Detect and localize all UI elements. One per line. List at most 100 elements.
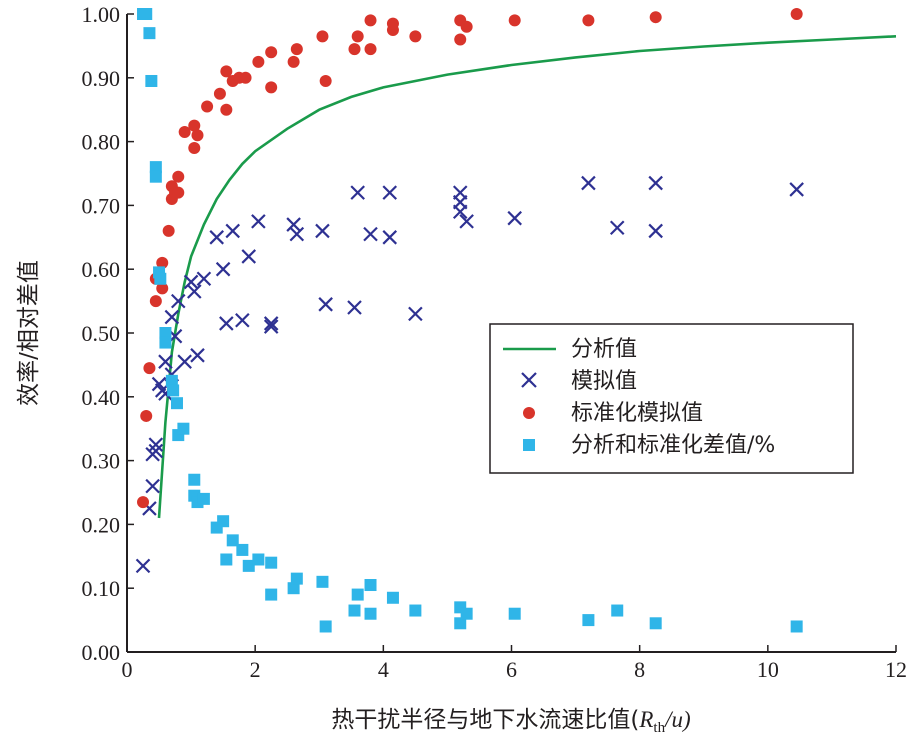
y-tick-label: 0.10 [82,576,121,601]
x-tick-label: 8 [634,657,645,682]
normalized-point [191,129,204,142]
normalized-point [149,295,162,308]
legend-circle-marker [523,407,535,419]
difference-point [265,556,278,569]
simulated-point [581,175,596,191]
difference-point [188,473,201,486]
difference-point [364,579,377,592]
normalized-point [265,81,278,94]
simulated-point [190,348,205,363]
y-tick-label: 0.80 [82,130,121,155]
difference-point [159,327,172,339]
difference-point [582,614,595,627]
legend-square-marker [523,439,535,451]
simulated-point [347,300,362,315]
normalized-point [137,496,150,509]
simulated-point [183,274,199,290]
normalized-point [213,87,226,100]
normalized-point [143,362,156,375]
y-tick-label: 0.30 [82,449,121,474]
y-tick-label: 0.70 [82,193,121,218]
simulated-point [135,558,151,574]
difference-point [154,272,167,285]
normalized-point [316,30,329,43]
legend: 分析值 模拟值 标准化模拟值 分析和标准化差值/% [489,323,854,474]
difference-point [454,617,467,630]
difference-point [145,74,158,87]
legend-label-simulated: 模拟值 [571,369,637,394]
simulated-point [209,230,224,245]
simulated-point [289,226,305,242]
normalized-point [351,30,364,43]
x-axis-title: 热干扰半径与地下水流速比值(Rth/u) [331,707,690,736]
normalized-point [348,43,361,56]
x-tick-label: 12 [885,657,907,682]
legend-entry-analytic: 分析值 [503,337,637,362]
legend-label-normalized: 标准化模拟值 [571,401,703,426]
difference-point [265,588,278,601]
normalized-point [252,55,265,68]
difference-point [197,492,210,505]
difference-point [149,161,162,174]
simulated-point [350,185,365,200]
simulated-point [235,312,250,328]
difference-point [149,170,162,183]
legend-entry-difference: 分析和标准化差值/% [523,433,775,458]
normalized-point [582,14,595,27]
difference-point [611,604,624,617]
difference-point [790,620,803,633]
y-tick-label: 0.60 [82,257,121,282]
x-tick-label: 4 [378,657,389,682]
simulated-point [286,217,301,232]
x-tick-label: 2 [250,657,261,682]
difference-point [364,607,377,620]
analytic-line [157,35,897,519]
difference-point [319,620,332,633]
simulated-point [452,204,468,220]
legend-entry-normalized: 标准化模拟值 [523,401,703,426]
normalized-point [290,43,303,56]
difference-point [167,384,180,397]
difference-point [170,397,183,410]
normalized-point [172,186,185,199]
normalized-point [239,71,252,84]
normalized-point [188,141,201,154]
normalized-point [319,74,332,87]
simulated-point [215,261,231,277]
difference-point [351,588,364,601]
simulated-point [382,230,398,245]
difference-point [649,617,662,630]
difference-point [290,572,303,585]
simulated-point [158,354,173,369]
difference-point [409,604,422,617]
simulated-point [225,223,241,239]
difference-point [220,553,233,566]
normalized-point [220,103,233,116]
simulated-point [219,316,234,331]
difference-point [159,336,172,349]
difference-point [236,543,249,556]
normalized-point [508,14,521,27]
normalized-point [220,65,233,78]
simulated-point [363,226,378,242]
difference-point [252,553,265,566]
simulated-point [241,249,257,264]
legend-entry-simulated: 模拟值 [521,369,637,394]
difference-point [316,575,329,588]
simulated-point [177,354,192,369]
legend-label-difference: 分析和标准化差值/% [571,433,775,458]
y-tick-label: 1.00 [82,2,121,27]
simulated-point [164,309,180,325]
difference-point [143,27,156,40]
simulated-point [459,214,474,229]
simulated-point [170,293,186,309]
simulated-point [318,297,333,312]
difference-point [165,374,178,387]
y-tick-label: 0.20 [82,512,121,537]
difference-point [508,607,521,620]
difference-point [386,591,399,604]
normalized-point [649,11,662,24]
difference-point [348,604,361,617]
normalized-point [454,33,467,46]
